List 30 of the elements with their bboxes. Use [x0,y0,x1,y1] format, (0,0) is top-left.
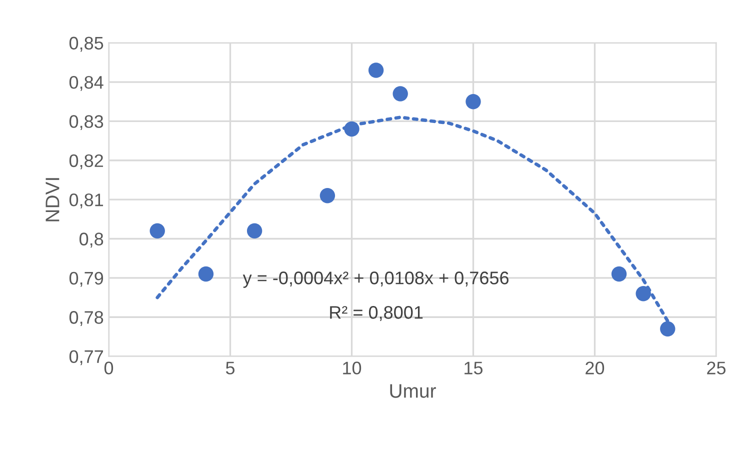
x-tick-label: 15 [464,362,483,374]
y-tick-label: 0,8 [79,232,104,248]
point [466,94,481,110]
annotation: R² = 0,8001 [330,306,423,321]
x-tick-label: 25 [707,362,726,374]
point [150,223,165,239]
point [611,266,627,282]
point [198,266,214,282]
y-tick-label: 0,81 [69,194,104,208]
point [344,121,360,137]
y-tick-label: 0,79 [69,272,104,287]
point [246,223,262,239]
y-tick-label: 0,82 [69,154,103,170]
x-tick-label: 10 [343,362,362,374]
annotation: y = -0,0004x² + 0,0108x + 0,7656 [242,272,509,288]
point [392,86,408,102]
y-tick-label: 0,83 [69,115,104,130]
point [368,62,384,78]
point [660,321,676,336]
y-tick-label: 0,85 [69,36,104,52]
x-tick-label: 0 [104,362,114,374]
y-tick-label: 0,84 [69,76,104,91]
x-tick-label: 5 [226,362,235,374]
y-tick-label: 0,77 [69,350,103,366]
x-axis-title: Umur [390,384,436,398]
y-tick-label: 0,78 [69,311,104,326]
point [320,188,336,204]
x-tick-label: 20 [586,362,604,374]
y-axis-title: NDVI [46,178,60,222]
point [636,286,651,302]
